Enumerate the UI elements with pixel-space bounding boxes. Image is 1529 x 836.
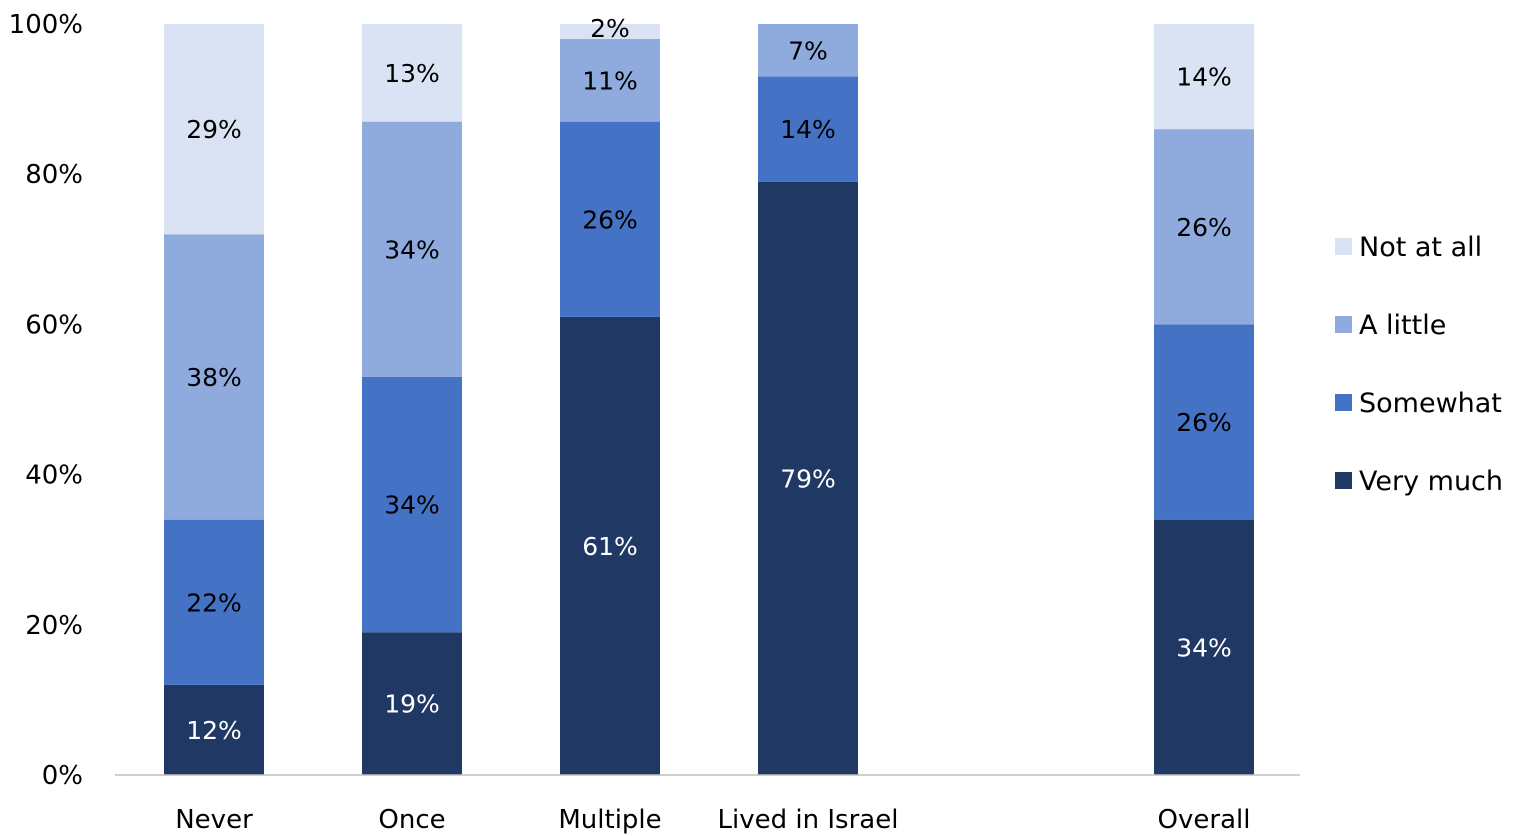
- data-label: 7%: [788, 36, 828, 65]
- legend-swatch: [1335, 472, 1352, 489]
- bar-segment: [560, 39, 660, 122]
- x-category-label: Lived in Israel: [718, 805, 899, 835]
- data-label: 34%: [384, 235, 440, 264]
- data-label: 34%: [1176, 633, 1232, 662]
- data-label: 26%: [1176, 408, 1232, 437]
- bar-segment: [560, 316, 660, 775]
- data-label: 13%: [384, 59, 440, 88]
- bar-segment: [1154, 24, 1254, 130]
- legend-label: A little: [1359, 310, 1446, 341]
- legend-label: Very much: [1359, 466, 1503, 497]
- y-tick-label: 20%: [25, 611, 83, 641]
- bar-segment: [560, 121, 660, 317]
- data-label: 61%: [582, 532, 638, 561]
- data-label: 29%: [186, 115, 242, 144]
- y-tick-label: 0%: [42, 761, 83, 791]
- bar-segment: [758, 24, 858, 77]
- legend-swatch: [1335, 238, 1352, 255]
- bar-segment: [164, 519, 264, 685]
- x-category-label: Once: [378, 805, 445, 835]
- data-label: 14%: [1176, 63, 1232, 92]
- bar-segment: [164, 234, 264, 520]
- data-label: 34%: [384, 491, 440, 520]
- x-category-label: Never: [175, 805, 253, 835]
- legend-swatch: [1335, 316, 1352, 333]
- bar-segment: [1154, 129, 1254, 325]
- x-category-label: Overall: [1158, 805, 1251, 835]
- y-tick-label: 100%: [9, 10, 83, 40]
- bar-segment: [1154, 519, 1254, 775]
- y-tick-label: 60%: [25, 310, 83, 340]
- bar-segment: [362, 376, 462, 633]
- bar-segment: [164, 684, 264, 775]
- bar-segment: [164, 24, 264, 235]
- x-axis-categories: Never Once Multiple Lived in Israel Overall: [175, 805, 1250, 835]
- data-labels: 12% 22% 38% 29% 19% 34% 34% 13% 61% 26% 11% 2% 79% 14…: [186, 14, 1232, 745]
- data-label: 19%: [384, 690, 440, 719]
- data-label: 22%: [186, 588, 242, 617]
- data-label: 11%: [582, 66, 638, 95]
- data-label: 26%: [1176, 213, 1232, 242]
- bar-segment: [362, 121, 462, 377]
- bar-segment: [560, 24, 660, 40]
- bar-segment: [1154, 324, 1254, 520]
- data-label: 12%: [186, 716, 242, 745]
- legend-label: Not at all: [1359, 232, 1482, 263]
- bar-segment: [758, 181, 858, 775]
- bar-segment: [758, 76, 858, 182]
- legend-label: Somewhat: [1359, 388, 1502, 419]
- y-axis-ticks: 0% 20% 40% 60% 80% 100%: [9, 10, 83, 791]
- legend-swatch: [1335, 394, 1352, 411]
- data-label: 38%: [186, 363, 242, 392]
- x-category-label: Multiple: [558, 805, 661, 835]
- data-label: 26%: [582, 205, 638, 234]
- data-label: 14%: [780, 115, 836, 144]
- data-label: 2%: [590, 14, 630, 43]
- legend: Not at all A little Somewhat Very much: [1335, 232, 1503, 497]
- y-tick-label: 40%: [25, 461, 83, 491]
- bars: [164, 24, 1254, 775]
- bar-segment: [362, 632, 462, 775]
- bar-segment: [362, 24, 462, 122]
- y-tick-label: 80%: [25, 160, 83, 190]
- data-label: 79%: [780, 464, 836, 493]
